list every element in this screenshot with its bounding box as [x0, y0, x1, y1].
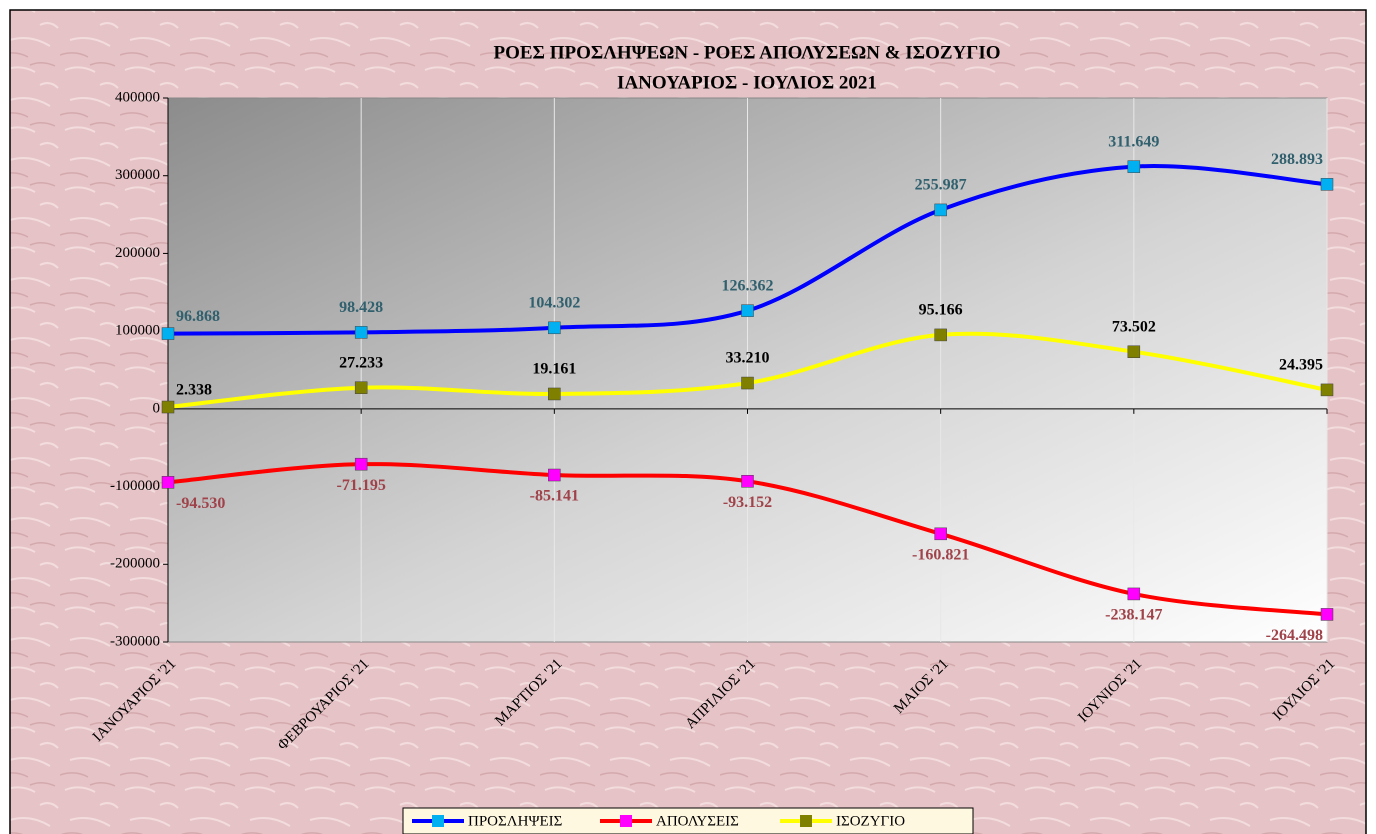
chart-subtitle: ΙΑΝΟΥΑΡΙΟΣ - ΙΟΥΛΙΟΣ 2021 — [617, 72, 877, 93]
data-label: 27.233 — [339, 354, 383, 371]
legend-label: ΙΣΟΖΥΓΙΟ — [836, 813, 905, 829]
marker — [161, 400, 175, 414]
y-tick-label: 200000 — [115, 245, 160, 261]
data-label: 19.161 — [532, 361, 576, 378]
marker — [1320, 383, 1334, 397]
marker — [1320, 608, 1334, 621]
data-label: 33.210 — [726, 350, 770, 367]
marker — [161, 327, 175, 340]
y-tick-label: -100000 — [110, 478, 160, 494]
legend-label: ΑΠΟΛΥΣΕΙΣ — [656, 813, 739, 829]
data-label: -160.821 — [912, 547, 969, 564]
data-label: -264.498 — [1266, 627, 1323, 644]
legend-marker — [432, 815, 444, 827]
marker — [934, 203, 947, 217]
data-label: 2.338 — [176, 382, 212, 399]
data-label: -85.141 — [530, 488, 579, 505]
marker — [354, 381, 368, 394]
marker — [548, 387, 561, 401]
data-label: 255.987 — [915, 177, 967, 194]
legend-marker — [800, 815, 812, 827]
data-label: 24.395 — [1279, 357, 1323, 374]
marker — [741, 304, 754, 317]
marker — [1320, 178, 1334, 191]
marker — [548, 321, 561, 335]
y-tick-label: 300000 — [115, 167, 160, 183]
legend-marker — [620, 815, 632, 827]
data-label: 96.868 — [176, 308, 220, 325]
marker — [741, 376, 754, 390]
data-label: 126.362 — [722, 277, 774, 294]
data-label: 311.649 — [1108, 133, 1159, 150]
marker — [354, 457, 368, 471]
data-label: 98.428 — [339, 299, 383, 316]
data-label: 95.166 — [919, 302, 963, 319]
data-label: -71.195 — [337, 477, 386, 494]
legend-label: ΠΡΟΣΛΗΨΕΙΣ — [468, 813, 562, 829]
data-label: -238.147 — [1105, 607, 1162, 624]
data-label: -93.152 — [723, 494, 772, 511]
marker — [934, 328, 947, 342]
y-tick-label: -200000 — [110, 556, 160, 572]
marker — [1127, 587, 1141, 601]
marker — [161, 476, 175, 489]
chart-title: ΡΟΕΣ ΠΡΟΣΛΗΨΕΩΝ - ΡΟΕΣ ΑΠΟΛΥΣΕΩΝ & ΙΣΟΖΥ… — [493, 42, 1000, 63]
marker — [1127, 345, 1141, 358]
marker — [741, 474, 754, 488]
marker — [548, 468, 561, 482]
marker — [934, 527, 947, 541]
marker — [354, 326, 368, 339]
data-label: 288.893 — [1271, 151, 1323, 168]
marker — [1127, 160, 1141, 173]
y-tick-label: -300000 — [110, 633, 160, 649]
y-tick-label: 100000 — [115, 323, 160, 339]
y-tick-label: 0 — [153, 400, 161, 416]
y-tick-label: 400000 — [115, 89, 160, 105]
data-label: 104.302 — [528, 294, 580, 311]
legend — [402, 807, 974, 834]
data-label: -94.530 — [176, 495, 225, 512]
data-label: 73.502 — [1112, 318, 1156, 335]
